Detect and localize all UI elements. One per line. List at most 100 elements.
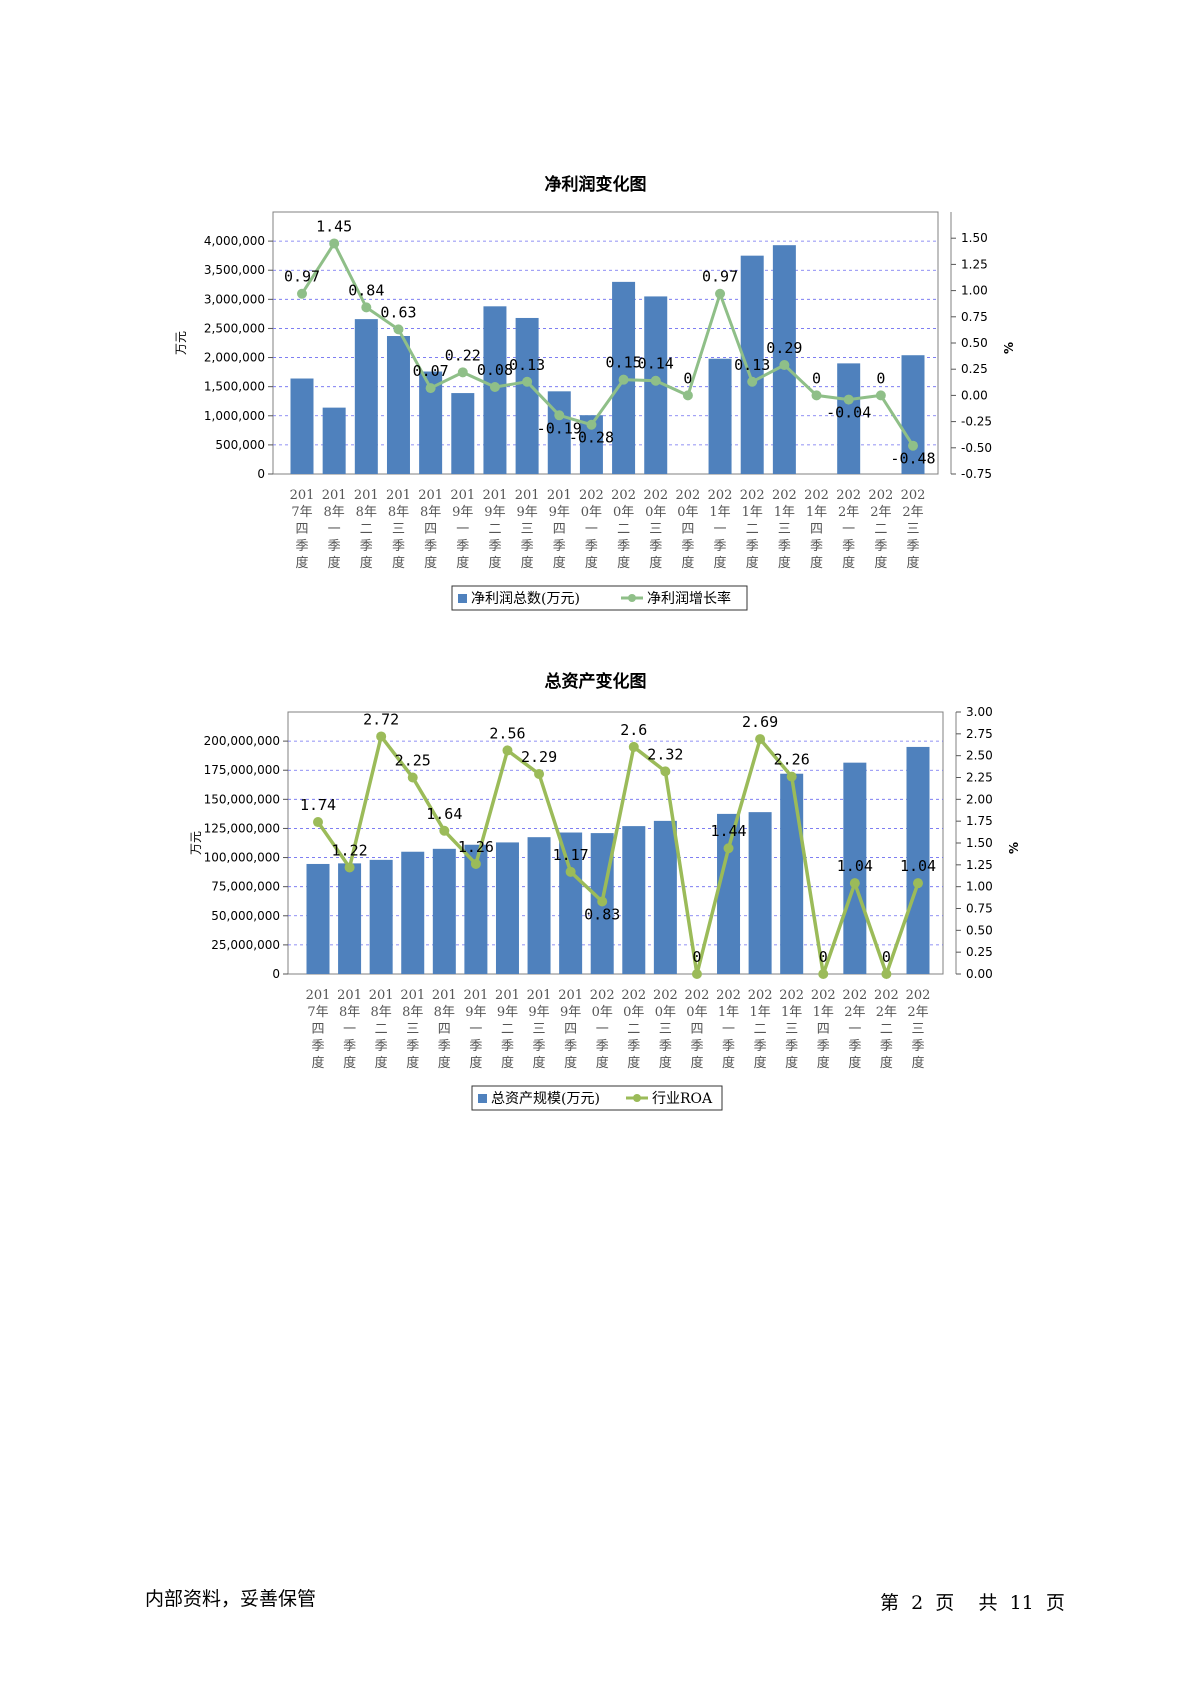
y-tick-label: 500,000 — [215, 438, 265, 452]
x-tick-label: 201 8年一季度 — [322, 488, 347, 571]
bar — [837, 363, 861, 474]
x-tick-label: 201 9年二季度 — [483, 488, 508, 571]
x-tick-label-line: 一 — [585, 522, 598, 537]
x-tick-label-line: 四 — [817, 1022, 830, 1037]
x-tick-label-line: 二 — [746, 522, 759, 537]
y2-tick-label: 1.00 — [966, 880, 993, 894]
x-tick-label-line: 度 — [817, 1055, 830, 1071]
x-tick-label-line: 7年 — [307, 1005, 328, 1020]
x-tick-label-line: 季 — [722, 1039, 735, 1054]
x-tick-label-line: 202 — [868, 488, 893, 503]
bar — [464, 844, 488, 974]
series-line — [316, 732, 920, 980]
y-tick-label: 3,000,000 — [204, 292, 265, 306]
bar — [401, 851, 425, 974]
y2-tick-label: 1.25 — [966, 858, 993, 872]
x-tick-label-line: 2年 — [902, 505, 923, 520]
y-axis-title: 万元 — [189, 831, 203, 855]
x-tick-label-line: 0年 — [677, 505, 698, 520]
x-tick-label-line: 1年 — [718, 1005, 739, 1020]
data-label: 0.29 — [766, 339, 802, 357]
bar — [527, 837, 551, 974]
data-label: 2.6 — [620, 721, 647, 739]
bar — [432, 848, 456, 974]
data-label: -0.04 — [826, 404, 871, 422]
x-tick-label-line: 9年 — [484, 505, 505, 520]
x-tick-label-line: 201 — [418, 488, 443, 503]
x-tick-label-line: 度 — [754, 1055, 767, 1071]
bar — [622, 826, 646, 974]
x-tick-label-line: 季 — [501, 1039, 514, 1054]
x-tick-label-line: 度 — [617, 555, 630, 571]
x-tick-label-line: 季 — [392, 539, 405, 554]
x-tick-label-line: 202 — [779, 988, 804, 1003]
x-tick-label-line: 一 — [328, 522, 341, 537]
bar — [906, 746, 930, 974]
data-label: 0 — [819, 948, 828, 966]
x-tick-label-line: 一 — [722, 1022, 735, 1037]
line-point — [329, 238, 340, 249]
x-tick-label-line: 9年 — [452, 505, 473, 520]
x-tick-label: 201 9年一季度 — [450, 488, 475, 571]
x-tick-label-line: 202 — [590, 988, 615, 1003]
data-label: -0.19 — [537, 419, 582, 437]
x-tick-label-line: 8年 — [402, 1005, 423, 1020]
line-point — [723, 843, 734, 854]
x-tick-label-line: 季 — [521, 539, 534, 554]
x-tick-label-line: 0年 — [655, 1005, 676, 1020]
x-tick-label-line: 季 — [617, 539, 630, 554]
data-label: 0.13 — [509, 356, 545, 374]
legend-box — [451, 585, 748, 611]
x-tick-label-line: 度 — [659, 1055, 672, 1071]
x-tick-label-line: 季 — [375, 1039, 388, 1054]
x-tick-label: 201 7年四季度 — [306, 988, 331, 1071]
x-tick-label-line: 二 — [874, 522, 887, 537]
x-tick-label-line: 202 — [804, 488, 829, 503]
x-tick-label-line: 度 — [424, 555, 437, 571]
x-tick-label-line: 201 — [527, 988, 552, 1003]
x-tick-label-line: 度 — [842, 555, 855, 571]
bar — [354, 319, 378, 474]
x-tick-label: 202 2年三季度 — [901, 488, 926, 571]
bar — [369, 859, 393, 974]
x-tick-label-line: 度 — [880, 1055, 893, 1071]
bar — [780, 773, 804, 974]
x-tick-label-line: 四 — [311, 1022, 324, 1037]
x-tick-label-line: 度 — [911, 1055, 924, 1071]
x-tick-label: 201 8年三季度 — [386, 488, 411, 571]
x-tick-label: 201 8年三季度 — [400, 988, 425, 1071]
line-point — [691, 969, 702, 979]
x-tick-label-line: 季 — [469, 1039, 482, 1054]
y-tick-label: 2,000,000 — [204, 351, 265, 365]
x-tick-label-line: 0年 — [623, 1005, 644, 1020]
data-label: 0.63 — [380, 303, 416, 321]
x-tick-label: 202 0年三季度 — [653, 988, 678, 1071]
x-tick-label-line: 四 — [295, 522, 308, 537]
x-tick-label-line: 三 — [649, 522, 662, 537]
page-indicator: 第 2 页 共 11 页 — [880, 1588, 1065, 1615]
x-tick-label-line: 202 — [685, 988, 710, 1003]
x-tick-label-line: 季 — [488, 539, 501, 554]
x-tick-label-line: 201 — [290, 488, 315, 503]
x-tick-label-line: 度 — [553, 555, 566, 571]
y-tick-label: 175,000,000 — [204, 763, 280, 777]
line-point — [361, 302, 372, 313]
x-tick-label-line: 度 — [564, 1055, 577, 1071]
data-label: 0.83 — [584, 906, 620, 924]
bar — [717, 813, 741, 974]
y2-tick-label: 1.50 — [961, 231, 988, 245]
x-tick-label-line: 0年 — [592, 1005, 613, 1020]
y2-tick-label: 0.25 — [961, 362, 988, 376]
y-tick-label: 25,000,000 — [211, 938, 280, 952]
x-tick-label-line: 季 — [906, 539, 919, 554]
x-tick-label-line: 202 — [708, 488, 733, 503]
y-tick-label: 100,000,000 — [204, 851, 280, 865]
bar — [547, 391, 571, 474]
y2-tick-label: 0.25 — [966, 945, 993, 959]
legend-line-label: 净利润增长率 — [647, 590, 731, 607]
line-point — [650, 375, 661, 386]
x-tick-label-line: 季 — [627, 1039, 640, 1054]
x-tick-label-line: 1年 — [813, 1005, 834, 1020]
x-tick-label-line: 二 — [617, 522, 630, 537]
y2-tick-label: 0.00 — [966, 967, 993, 981]
